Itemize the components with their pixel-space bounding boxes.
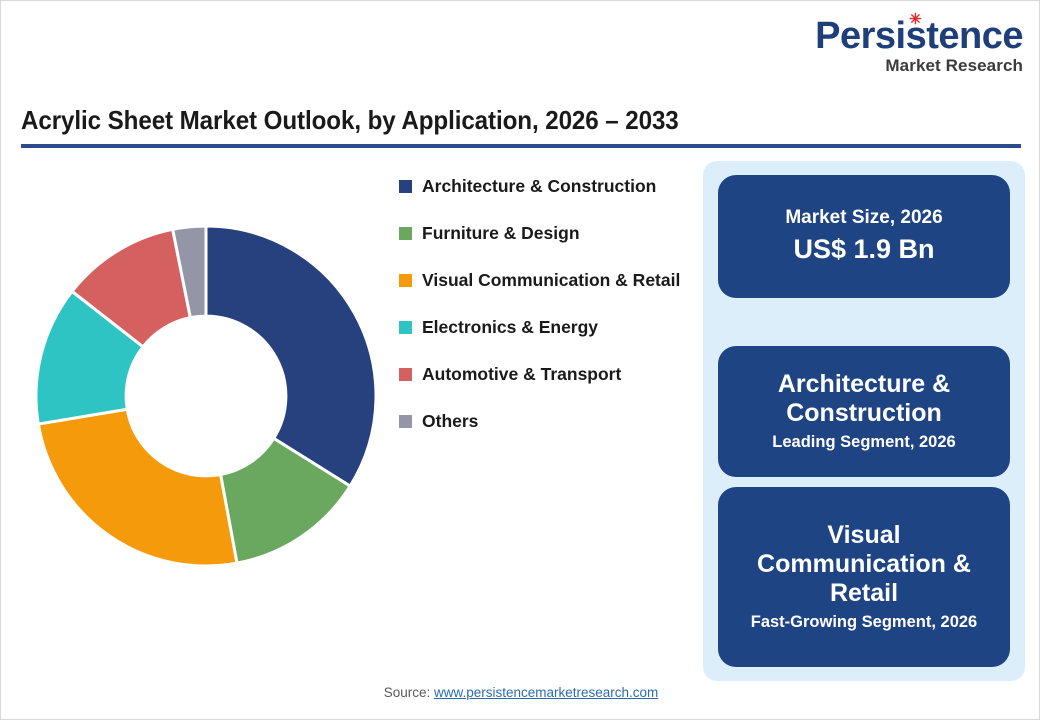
page-title: Acrylic Sheet Market Outlook, by Applica… [21,105,679,135]
legend-item-label: Automotive & Transport [422,364,622,385]
donut-slice[interactable] [204,224,378,489]
legend-color-swatch [399,415,412,429]
donut-slice[interactable] [170,224,208,320]
legend-color-swatch [399,368,412,382]
highlights-panel: Market Size, 2026 US$ 1.9 Bn Architectur… [703,161,1025,681]
leading-segment-card: Architecture & Construction Leading Segm… [718,346,1010,477]
chart-legend: Architecture & Construction Furniture & D… [399,175,689,457]
market-size-label: Market Size, 2026 [785,207,943,229]
legend-item[interactable]: Automotive & Transport [399,363,689,385]
legend-item-label: Visual Communication & Retail [422,270,681,291]
fast-growing-segment-caption: Fast-Growing Segment, 2026 [750,612,978,631]
source-line: Source: www.persistencemarketresearch.co… [1,685,1039,700]
legend-color-swatch [399,321,412,335]
legend-color-swatch [399,227,412,241]
company-logo: Persistence ✳ Market Research [793,12,1023,75]
legend-color-swatch [399,180,412,193]
leading-segment-name: Architecture & Construction [777,370,951,428]
legend-item[interactable]: Electronics & Energy [399,316,689,338]
asterisk-icon: ✳ [909,11,922,28]
legend-item-label: Furniture & Design [422,223,580,244]
source-prefix: Source: [383,685,434,700]
legend-item-label: Architecture & Construction [422,176,657,196]
donut-slice[interactable] [36,407,239,568]
leading-segment-caption: Leading Segment, 2026 [772,432,956,451]
donut-chart [21,206,391,586]
title-underline-rule [21,144,1021,148]
source-link[interactable]: www.persistencemarketresearch.com [433,685,659,700]
legend-item[interactable]: Furniture & Design [399,222,689,244]
title-block: Acrylic Sheet Market Outlook, by Applica… [21,105,1021,148]
legend-item[interactable]: Others [399,410,689,432]
market-size-card: Market Size, 2026 US$ 1.9 Bn [718,175,1010,298]
fast-growing-segment-name: Visual Communication & Retail [757,520,971,608]
logo-brand-label: Persistence [815,15,1023,57]
market-size-value: US$ 1.9 Bn [793,233,935,264]
legend-item-label: Electronics & Energy [422,317,599,338]
fast-growing-segment-card: Visual Communication & Retail Fast-Growi… [718,487,1010,667]
legend-item[interactable]: Architecture & Construction [399,175,689,197]
legend-item[interactable]: Visual Communication & Retail [399,269,689,291]
donut-slice-group [34,224,378,568]
legend-color-swatch [399,274,412,288]
logo-brand-text: Persistence ✳ [815,12,1023,57]
legend-item-label: Others [422,411,479,432]
logo-subtitle: Market Research [885,56,1023,75]
donut-chart-svg [34,224,378,568]
